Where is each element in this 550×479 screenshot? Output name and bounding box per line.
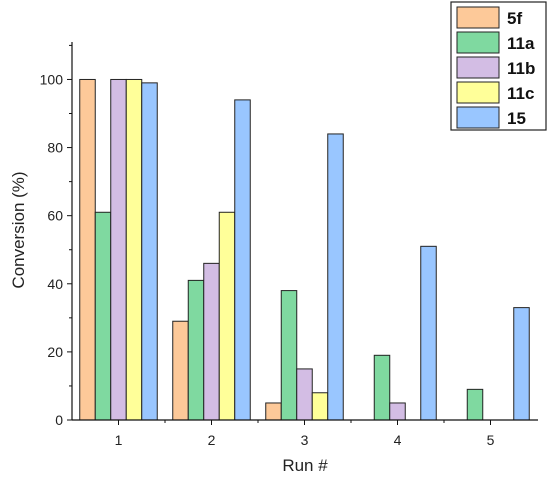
bar-15-run-4 [420,245,437,421]
bar-11a-run-1 [94,211,112,421]
x-tick-label: 5 [487,432,495,448]
y-tick-label: 60 [47,208,63,224]
bar-15-run-1 [141,82,158,421]
bar-15-run-5 [513,307,530,421]
bar-11c-run-3 [311,392,329,421]
legend-swatch-11b [456,56,500,79]
bar-11a-run-3 [280,290,298,421]
bar-11c-run-2 [218,211,236,421]
x-tick-label: 2 [208,432,216,448]
y-tick-label: 100 [40,71,64,87]
legend-label-11a: 11a [507,34,535,53]
legend-label-11b: 11b [507,59,535,78]
axes-layer: 0 20 40 60 80 100 1 2 3 4 5 [40,42,538,448]
bar-15-run-2 [234,99,251,421]
bar-11b-run-1 [110,78,127,421]
x-axis-title: Run # [282,456,328,475]
x-tick-label: 4 [394,432,402,448]
bar-15-run-3 [327,133,344,421]
legend-swatch-5f [456,6,500,29]
bar-11b-run-2 [203,262,220,421]
bar-11a-run-4 [373,354,391,421]
legend: 5f 11a 11b 11c 15 [450,1,547,131]
bar-11a-run-2 [187,279,205,421]
bar-5f-run-2 [172,320,189,421]
bar-11b-run-3 [296,368,313,421]
legend-swatch-11c [456,81,500,104]
bar-11a-run-5 [466,388,484,421]
legend-label-5f: 5f [507,9,522,28]
bar-11c-run-1 [125,78,143,421]
legend-label-15: 15 [507,109,526,128]
x-tick-label: 3 [301,432,309,448]
legend-swatch-15 [456,106,500,129]
y-tick-label: 40 [47,276,63,292]
y-tick-label: 80 [47,140,63,156]
bar-5f-run-3 [265,402,282,421]
x-tick-label: 1 [115,432,123,448]
y-tick-label: 0 [55,412,63,428]
legend-swatch-11a [456,31,500,54]
legend-label-11c: 11c [507,84,534,103]
y-tick-label: 20 [47,344,63,360]
y-axis-title: Conversion (%) [9,171,28,288]
bar-5f-run-1 [79,78,96,421]
bar-11b-run-4 [389,402,406,421]
